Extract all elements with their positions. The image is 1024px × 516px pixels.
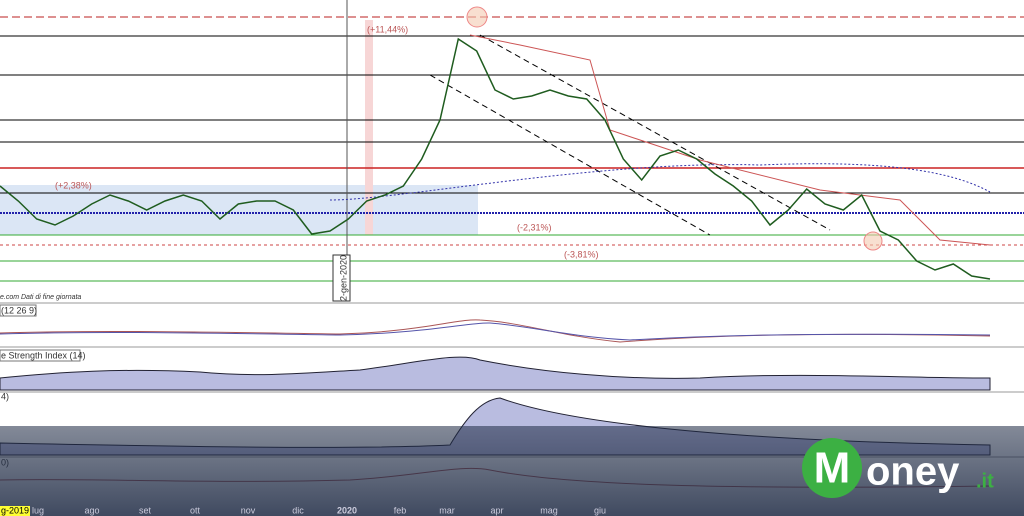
rsi xyxy=(0,356,991,391)
stop-line xyxy=(469,34,991,246)
x-tick-label: mag xyxy=(540,505,558,515)
x-tick-label: mar xyxy=(439,505,455,515)
x-tick-label: ago xyxy=(84,505,99,515)
highlight xyxy=(365,20,373,235)
panel-label: (12 26 9) xyxy=(1,305,37,315)
logo-text: oney xyxy=(866,450,960,494)
highlight-circle xyxy=(863,231,883,251)
price-panel: 2-gen-2020 (+11,44%) (+2,38%) (-2,31%) (… xyxy=(0,0,1024,302)
x-tick-label: 2020 xyxy=(337,505,357,515)
x-tick-label: nov xyxy=(241,505,256,515)
start-label: g-2019 xyxy=(1,505,29,515)
x-tick-label: giu xyxy=(594,505,606,515)
x-tick-label: set xyxy=(139,505,152,515)
annotation: (-3,81%) xyxy=(564,249,599,259)
source: e.com Dati di fine giornata xyxy=(0,294,81,301)
annotation: (+2,38%) xyxy=(55,180,92,190)
x-tick-label: ott xyxy=(190,505,201,515)
logo-suffix: .it xyxy=(976,470,994,492)
date-box xyxy=(332,254,351,302)
start-box xyxy=(0,506,30,516)
logo-initial: M xyxy=(814,444,851,493)
price-line xyxy=(0,37,991,280)
panel-label-box xyxy=(0,304,37,317)
x-tick-label: apr xyxy=(490,505,503,515)
channel xyxy=(429,74,711,236)
annotation: (-2,31%) xyxy=(517,222,552,232)
x-tick-label: feb xyxy=(394,505,407,515)
highlight-circle xyxy=(466,6,488,28)
logo: M oney .it xyxy=(802,438,994,498)
panel-label: e Strength Index (14) xyxy=(1,350,86,360)
macd-signal xyxy=(0,322,991,341)
moving-average xyxy=(329,163,991,201)
x-tick-label: lug xyxy=(32,505,44,515)
x-tick-label: dic xyxy=(292,505,304,515)
date-label: 2-gen-2020 xyxy=(338,255,348,301)
channel xyxy=(479,34,831,231)
panel-label-box xyxy=(0,349,81,362)
panel-label: 4) xyxy=(1,391,9,401)
logo-circle xyxy=(802,438,862,498)
annotation: (+11,44%) xyxy=(367,24,408,34)
